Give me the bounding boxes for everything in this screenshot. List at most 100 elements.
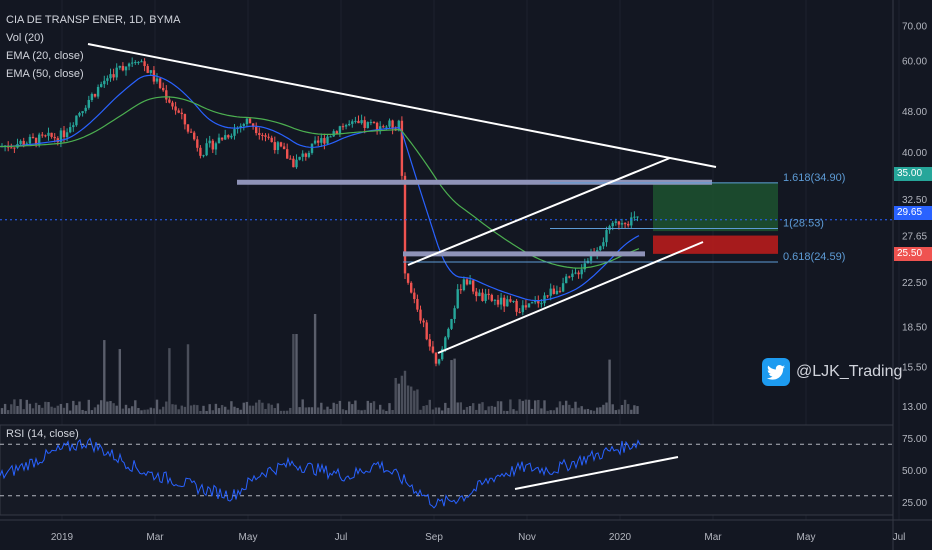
volume-bar: [382, 409, 385, 414]
candle-body: [571, 273, 574, 278]
legend-symbol[interactable]: CIA DE TRANSP ENER, 1D, BYMA: [6, 14, 181, 26]
price-badge-last: 29.65: [894, 206, 932, 220]
candle-body: [530, 302, 534, 304]
volume-bar: [490, 405, 493, 414]
volume-bar: [425, 405, 428, 414]
candle-body: [561, 283, 565, 292]
volume-bar: [193, 404, 196, 414]
candle-body: [490, 294, 493, 301]
volume-bar: [171, 404, 174, 414]
volume-bar: [605, 402, 608, 414]
volume-bar: [369, 402, 373, 414]
volume-bar: [447, 407, 450, 414]
candle-body: [65, 132, 69, 138]
volume-bar: [534, 400, 537, 414]
volume-bar: [7, 410, 10, 414]
time-tick: Sep: [425, 532, 443, 543]
volume-bar: [196, 405, 199, 414]
candle-body: [211, 140, 214, 150]
candle-body: [524, 305, 528, 308]
candle-body: [633, 216, 636, 218]
volume-bar: [87, 399, 90, 414]
legend-volume[interactable]: Vol (20): [6, 32, 44, 44]
volume-bar: [608, 359, 611, 414]
candle-body: [205, 143, 208, 156]
price-badge-target: 35.00: [894, 167, 932, 181]
volume-bar: [410, 386, 413, 414]
candle-body: [72, 125, 75, 128]
candle-body: [56, 138, 59, 143]
volume-bar: [344, 410, 348, 414]
candle-body: [537, 299, 540, 304]
price-tick: 40.00: [902, 148, 927, 159]
axes: 70.00 60.00 48.00 40.00 32.50 27.65 22.50 18.50…: [51, 22, 928, 543]
volume-bar: [540, 408, 543, 414]
legend-ema50[interactable]: EMA (50, close): [6, 68, 84, 80]
volume-bar: [388, 403, 391, 414]
legend-rsi[interactable]: RSI (14, close): [6, 428, 79, 440]
volume-bar: [251, 405, 255, 414]
candle-body: [617, 221, 621, 225]
candle-body: [630, 217, 633, 226]
volume-bar: [620, 405, 624, 414]
candle-body: [437, 359, 441, 364]
volume-bar: [515, 410, 518, 414]
time-tick: Jul: [335, 532, 348, 543]
volume-bar: [96, 404, 100, 414]
fib-label-f1: 1(28.53): [783, 217, 824, 229]
candle-body: [62, 130, 66, 138]
time-tick: Mar: [146, 532, 164, 543]
candle-body: [558, 290, 562, 292]
downtrend-line: [87, 43, 717, 168]
candle-body: [493, 299, 497, 301]
candle-body: [456, 289, 459, 309]
volume-bar: [258, 399, 261, 414]
volume-bar: [118, 349, 121, 414]
watermark: @LJK_Trading: [762, 356, 902, 388]
candle-body: [341, 126, 345, 128]
candle-body: [53, 136, 56, 139]
candle-body: [329, 136, 332, 138]
candle-body: [366, 122, 369, 128]
candle-body: [434, 352, 438, 364]
volume-bar: [323, 409, 326, 414]
volume-bar: [292, 334, 295, 414]
volume-bar: [416, 389, 419, 414]
volume-bar: [338, 400, 342, 414]
volume-bar: [137, 407, 140, 414]
candle-body: [388, 120, 391, 127]
volume-bar: [555, 407, 559, 414]
candle-body: [481, 292, 484, 301]
volume-bar: [152, 408, 156, 414]
volume-bar: [375, 409, 379, 414]
volume-bar: [419, 409, 422, 414]
volume-bars: [0, 314, 639, 414]
candle-body: [217, 137, 221, 144]
candle-body: [602, 242, 605, 247]
legend-ema20[interactable]: EMA (20, close): [6, 50, 84, 62]
candle-body: [313, 140, 317, 144]
volume-bar: [177, 409, 180, 414]
volume-bar: [180, 405, 183, 414]
volume-bar: [81, 409, 84, 414]
volume-bar: [394, 377, 397, 414]
volume-bar: [286, 410, 289, 414]
candle-body: [103, 80, 106, 85]
candle-body: [31, 136, 35, 138]
candle-body: [208, 140, 211, 144]
volume-bar: [230, 401, 233, 414]
volume-bar: [546, 410, 549, 414]
candle-body: [583, 263, 586, 270]
candle-body: [258, 133, 261, 136]
volume-bar: [183, 406, 187, 414]
volume-bar: [459, 402, 462, 414]
candle-body: [69, 127, 72, 133]
candle-body: [521, 305, 524, 313]
candle-body: [96, 86, 100, 97]
volume-bar: [630, 409, 633, 414]
candle-body: [248, 118, 252, 124]
candle-body: [360, 120, 363, 124]
candle-body: [555, 290, 559, 294]
price-tick: 60.00: [902, 56, 927, 67]
